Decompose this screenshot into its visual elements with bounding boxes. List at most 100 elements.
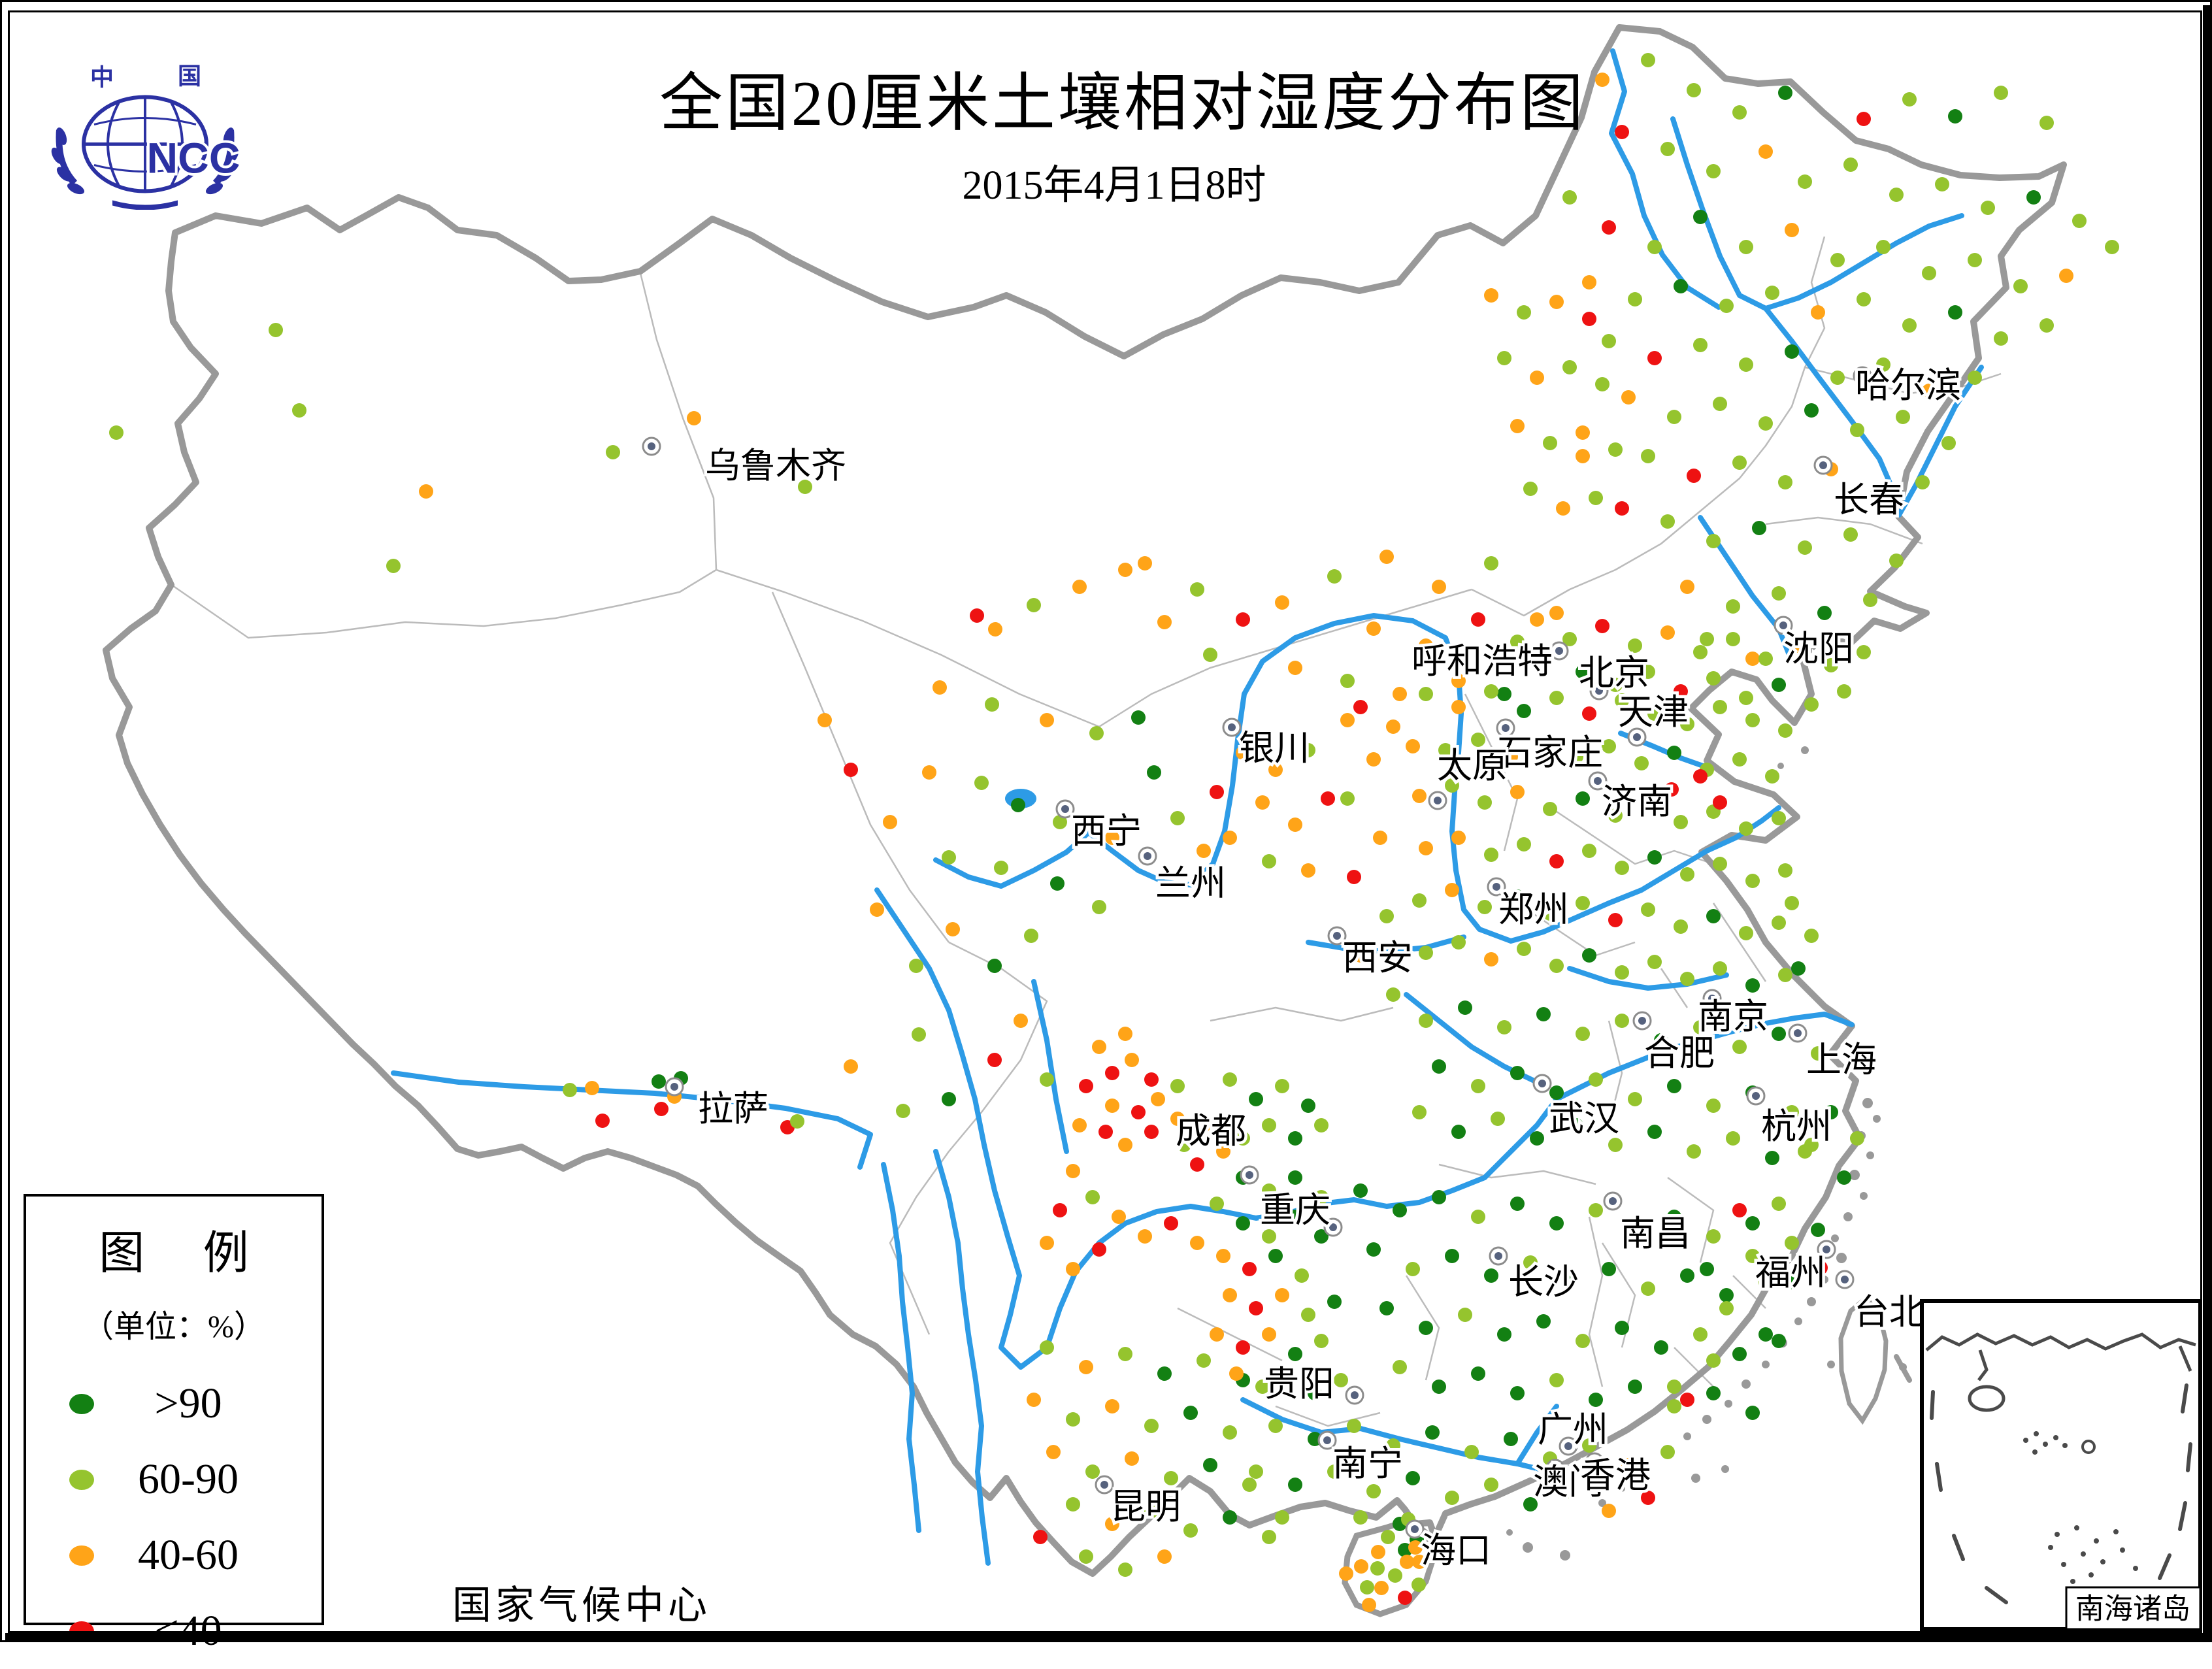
station-dot [1210,1327,1224,1342]
laurel-wreath-icon [51,127,239,210]
station-dot [1726,599,1740,614]
station-dot [1301,1099,1315,1113]
station-dot [1536,1314,1551,1329]
station-dot [1419,1321,1433,1335]
station-dot [1033,1530,1048,1544]
station-dot [922,765,936,780]
station-dot [1510,635,1525,649]
station-dot [1027,598,1041,612]
station-dot [1046,1445,1061,1459]
island-speckle [1899,1363,1907,1371]
station-dot [1386,1438,1400,1453]
station-dot [1562,360,1577,374]
station-dot [1151,1092,1165,1106]
station-dot [1660,142,1675,156]
city-marker-dot [1551,1464,1559,1472]
station-dot [798,480,812,494]
station-dot [1164,1216,1178,1231]
station-dot [1660,625,1675,640]
station-dot [1589,1203,1603,1217]
station-dot [1811,305,1825,320]
city-label: 乌鲁木齐 [705,446,846,486]
station-dot [1595,73,1609,87]
station-dot [1660,1445,1675,1459]
station-dot [1778,863,1792,878]
station-dot [1536,1007,1551,1021]
island-speckle [1821,1276,1828,1283]
station-dot [1530,612,1544,627]
station-dot [1660,514,1675,529]
station-dot [1850,1131,1864,1146]
station-dot [1628,1223,1642,1237]
station-dot [1301,743,1315,757]
city-label: 银川 [1239,729,1310,768]
station-dot [1765,1151,1779,1165]
station-dot [1641,902,1655,917]
station-dot [1471,1366,1485,1381]
station-dot [1647,850,1662,865]
station-dot [1027,1393,1041,1407]
station-dot [1497,1020,1511,1034]
station-dot [1445,883,1459,897]
station-dot [1301,863,1315,878]
station-dot [1288,1478,1302,1492]
station-dot [1621,390,1636,405]
station-dot [1732,1203,1747,1217]
station-dot [1432,1380,1446,1394]
station-dot [1589,1393,1603,1407]
station-dot [1968,253,1982,267]
station-dot [1327,1464,1342,1479]
station-dot [419,484,433,499]
station-dot [1667,1399,1681,1413]
station-dot [1654,1033,1668,1048]
station-dot [1549,959,1564,973]
station-dot [1706,671,1721,686]
station-dot [1386,987,1400,1002]
station-dot [1896,410,1910,424]
station-dot [1778,475,1792,489]
station-dot [1164,1471,1178,1485]
legend-item: 40-60 [26,1517,322,1593]
station-dot [1412,893,1427,908]
station-dot [1477,900,1492,914]
station-dot [1066,1412,1080,1427]
city-label: 济南 [1602,782,1672,821]
station-dot [1968,371,1982,385]
station-dot [1144,1125,1159,1139]
station-dot [1556,501,1570,516]
station-dot [1732,105,1747,120]
station-dot [1608,913,1623,927]
station-dot [1523,1255,1538,1270]
station-dot [1050,876,1065,891]
station-dot [1268,1419,1283,1433]
station-dot [1131,1105,1146,1119]
city-marker-dot [1752,1092,1760,1100]
station-dot [1024,929,1038,943]
station-dot [1837,684,1851,699]
hainan-island [1342,1516,1437,1617]
station-dot [1510,1386,1525,1400]
station-dots-layer [109,53,2119,1612]
station-dot [1223,831,1237,845]
station-dot [292,403,306,418]
station-dot [1713,700,1727,714]
station-dot [1602,1262,1616,1276]
station-dot [1353,700,1368,714]
station-dot [1451,1125,1466,1139]
station-dot [1745,1249,1760,1263]
station-dot [1785,1275,1799,1289]
city-label: 南京 [1698,997,1768,1036]
legend-dot-icon [69,1545,94,1566]
station-dot [1118,1027,1132,1041]
station-dot [1654,1340,1668,1355]
station-dot [1549,1085,1564,1100]
station-dot [1608,442,1623,457]
station-dot [1288,1210,1302,1224]
station-dot [1347,870,1361,884]
station-dot [1674,279,1688,293]
station-dot [1785,1105,1799,1119]
station-dot [1371,1545,1385,1559]
station-dot [1425,1425,1440,1440]
station-dot [1131,710,1146,725]
station-dot [933,680,947,695]
